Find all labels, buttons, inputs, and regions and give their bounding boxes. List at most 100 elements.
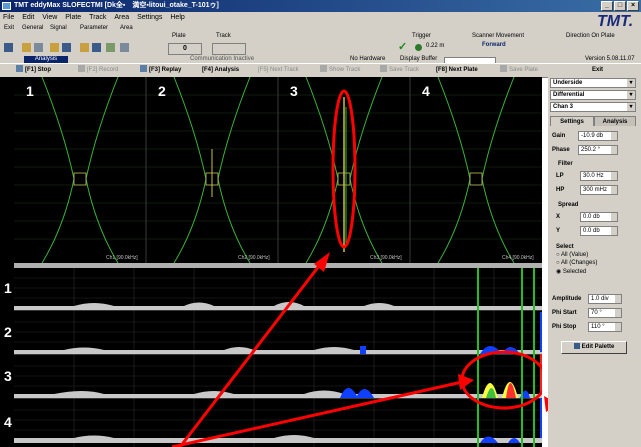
phi-start-spinner[interactable]: 70 °	[588, 308, 622, 318]
communication-status: Communication Inactive	[190, 56, 255, 62]
phi-stop-value: 110 °	[591, 324, 605, 330]
settings-icon[interactable]	[34, 43, 43, 52]
impedance-plane-display[interactable]: 1 2 3 4 Ch1 [90.0kHz] Ch2 [90.0kHz] Ch3 …	[14, 77, 542, 263]
menu-settings[interactable]: Settings	[137, 14, 163, 21]
save-track-icon	[380, 65, 387, 72]
spinner-arrows-icon[interactable]	[611, 186, 617, 194]
amplitude-spinner[interactable]: 1.0 div	[588, 294, 622, 304]
menu-view[interactable]: View	[42, 14, 58, 21]
channel-select[interactable]: Chan 3 ▾	[550, 102, 636, 112]
exit-icon[interactable]	[4, 43, 13, 52]
channel-caption-3: Ch3 [90.0kHz]	[370, 255, 402, 261]
next-plate-button[interactable]: [F8] Next Plate	[436, 64, 478, 77]
parameter-save-icon[interactable]	[92, 43, 101, 52]
hp-label: HP	[556, 187, 565, 193]
spinner-arrows-icon[interactable]	[615, 323, 621, 331]
tab-settings[interactable]: Settings	[550, 116, 594, 126]
radio-all-value[interactable]: ○ All (Value)	[556, 252, 589, 258]
edit-palette-button[interactable]: Edit Palette	[561, 341, 627, 354]
chevron-down-icon: ▾	[627, 103, 635, 111]
x-spread-value: 0.0 db	[583, 214, 600, 220]
menu-track[interactable]: Track	[89, 14, 107, 21]
next-track-button[interactable]: [F5] Next Track	[258, 64, 299, 77]
track-value[interactable]	[212, 43, 246, 55]
spinner-arrows-icon[interactable]	[615, 309, 621, 317]
display-left-margin	[0, 77, 14, 447]
signal-save-icon[interactable]	[62, 43, 71, 52]
analysis-button[interactable]: [F4] Analysis	[202, 64, 239, 77]
filter-label: Filter	[558, 161, 573, 167]
radio-all-changes[interactable]: ○ All (Changes)	[556, 260, 598, 266]
show-track-button[interactable]: Show Track	[320, 64, 360, 77]
lp-spinner[interactable]: 30.0 Hz	[580, 171, 618, 181]
radio-all-value-label: All (Value)	[560, 252, 589, 258]
toolbar-label-track: Track	[216, 33, 231, 39]
replay-label: [F3] Replay	[149, 67, 182, 73]
save-track-button[interactable]: Save Track	[380, 64, 419, 77]
gain-label: Gain	[552, 133, 566, 139]
signal-open-icon[interactable]	[50, 43, 59, 52]
check-icon: ✓	[398, 41, 408, 53]
strip-chart-display[interactable]: 1 2 3 4	[4, 268, 542, 447]
stop-icon	[16, 65, 23, 72]
save-plate-label: Save Plate	[509, 67, 539, 73]
tab-analysis[interactable]: Analysis	[594, 116, 636, 126]
exit-label: Exit	[592, 67, 604, 73]
phase-label: Phase	[552, 147, 570, 153]
spinner-arrows-icon[interactable]	[611, 227, 617, 235]
area-icon[interactable]	[120, 43, 129, 52]
spinner-arrows-icon[interactable]	[611, 132, 617, 140]
replay-button[interactable]: [F3] Replay	[140, 64, 181, 77]
channel-number-4: 4	[422, 83, 430, 99]
save-plate-icon	[500, 65, 507, 72]
menu-edit[interactable]: Edit	[22, 14, 35, 21]
direction-label: Direction On Plate	[566, 33, 615, 39]
gain-value: -10.9 db	[581, 133, 604, 139]
y-label: Y	[556, 228, 561, 234]
spinner-arrows-icon[interactable]	[611, 172, 617, 180]
gain-spinner[interactable]: -10.9 db	[578, 131, 618, 141]
spinner-arrows-icon[interactable]	[611, 146, 617, 154]
exit-button[interactable]: Exit	[592, 64, 603, 77]
side-select[interactable]: Underside ▾	[550, 78, 636, 88]
save-plate-button[interactable]: Save Plate	[500, 64, 538, 77]
open-folder-icon[interactable]	[22, 43, 31, 52]
save-track-label: Save Track	[389, 67, 420, 73]
strip-number-4: 4	[4, 414, 12, 430]
radio-selected[interactable]: ◉ Selected	[556, 269, 587, 275]
next-plate-label: [F8] Next Plate	[436, 67, 478, 73]
phi-start-value: 70 °	[591, 310, 602, 316]
mode-select[interactable]: Differential ▾	[550, 90, 636, 100]
y-spread-spinner[interactable]: 0.0 db	[580, 226, 618, 236]
spread-label: Spread	[558, 202, 579, 208]
title-bar: TMT eddyMax SLOFECTMI [Dk全▪ 満空▪litoui_ot…	[0, 0, 641, 12]
spinner-arrows-icon[interactable]	[611, 213, 617, 221]
toolbar-label-exit: Exit	[4, 25, 15, 31]
strip-number-3: 3	[4, 368, 12, 384]
maximize-button[interactable]: □	[614, 1, 626, 11]
menu-area[interactable]: Area	[114, 14, 130, 21]
parameter-open-icon[interactable]	[80, 43, 89, 52]
record-button[interactable]: [F2] Record	[78, 64, 118, 77]
phi-stop-spinner[interactable]: 110 °	[588, 322, 622, 332]
window-title: TMT eddyMax SLOFECTMI [Dk全▪ 満空▪litoui_ot…	[14, 2, 219, 9]
minimize-button[interactable]: _	[601, 1, 613, 11]
strip-number-2: 2	[4, 324, 12, 340]
spinner-arrows-icon[interactable]	[615, 295, 621, 303]
stop-label: [F1] Stop	[25, 67, 51, 73]
chevron-down-icon: ▾	[627, 79, 635, 87]
menu-help[interactable]: Help	[170, 14, 185, 21]
x-spread-spinner[interactable]: 0.0 db	[580, 212, 618, 222]
parameter-edit-icon[interactable]	[106, 43, 115, 52]
plate-value[interactable]: 0	[168, 43, 202, 55]
hp-spinner[interactable]: 300 mHz	[580, 185, 618, 195]
amplitude-label: Amplitude	[552, 296, 582, 302]
close-button[interactable]: ×	[627, 1, 639, 11]
phase-spinner[interactable]: 250.2 °	[578, 145, 618, 155]
menu-file[interactable]: File	[3, 14, 15, 21]
side-select-value: Underside	[553, 80, 583, 86]
record-label: [F2] Record	[87, 67, 119, 73]
menu-plate[interactable]: Plate	[65, 14, 82, 21]
scanner-movement-label: Scanner Movement	[472, 33, 525, 39]
stop-button[interactable]: [F1] Stop	[16, 64, 51, 77]
